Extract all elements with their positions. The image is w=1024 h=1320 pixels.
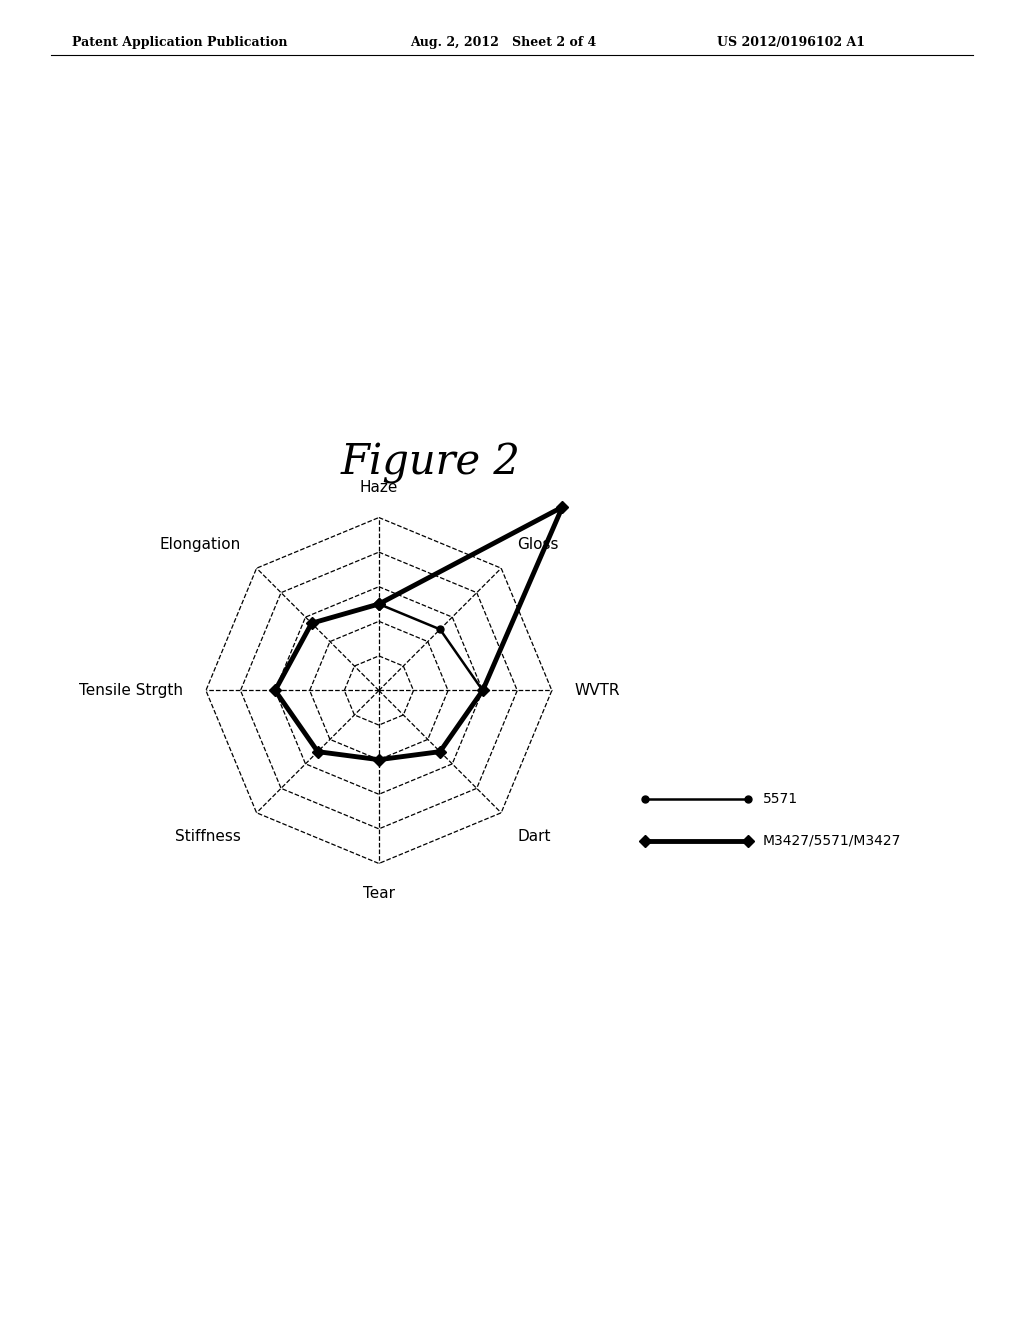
Text: Gloss: Gloss <box>517 537 558 552</box>
Text: 5571: 5571 <box>763 792 798 805</box>
Text: Haze: Haze <box>359 480 398 495</box>
Text: Figure 2: Figure 2 <box>340 442 520 484</box>
Text: Patent Application Publication: Patent Application Publication <box>72 36 287 49</box>
Text: Stiffness: Stiffness <box>175 829 241 843</box>
Text: Aug. 2, 2012   Sheet 2 of 4: Aug. 2, 2012 Sheet 2 of 4 <box>410 36 596 49</box>
Text: Dart: Dart <box>517 829 551 843</box>
Text: WVTR: WVTR <box>574 682 620 698</box>
Text: US 2012/0196102 A1: US 2012/0196102 A1 <box>717 36 865 49</box>
Text: Tear: Tear <box>362 886 395 902</box>
Text: M3427/5571/M3427: M3427/5571/M3427 <box>763 834 901 847</box>
Text: Tensile Strgth: Tensile Strgth <box>80 682 183 698</box>
Text: Elongation: Elongation <box>160 537 241 552</box>
